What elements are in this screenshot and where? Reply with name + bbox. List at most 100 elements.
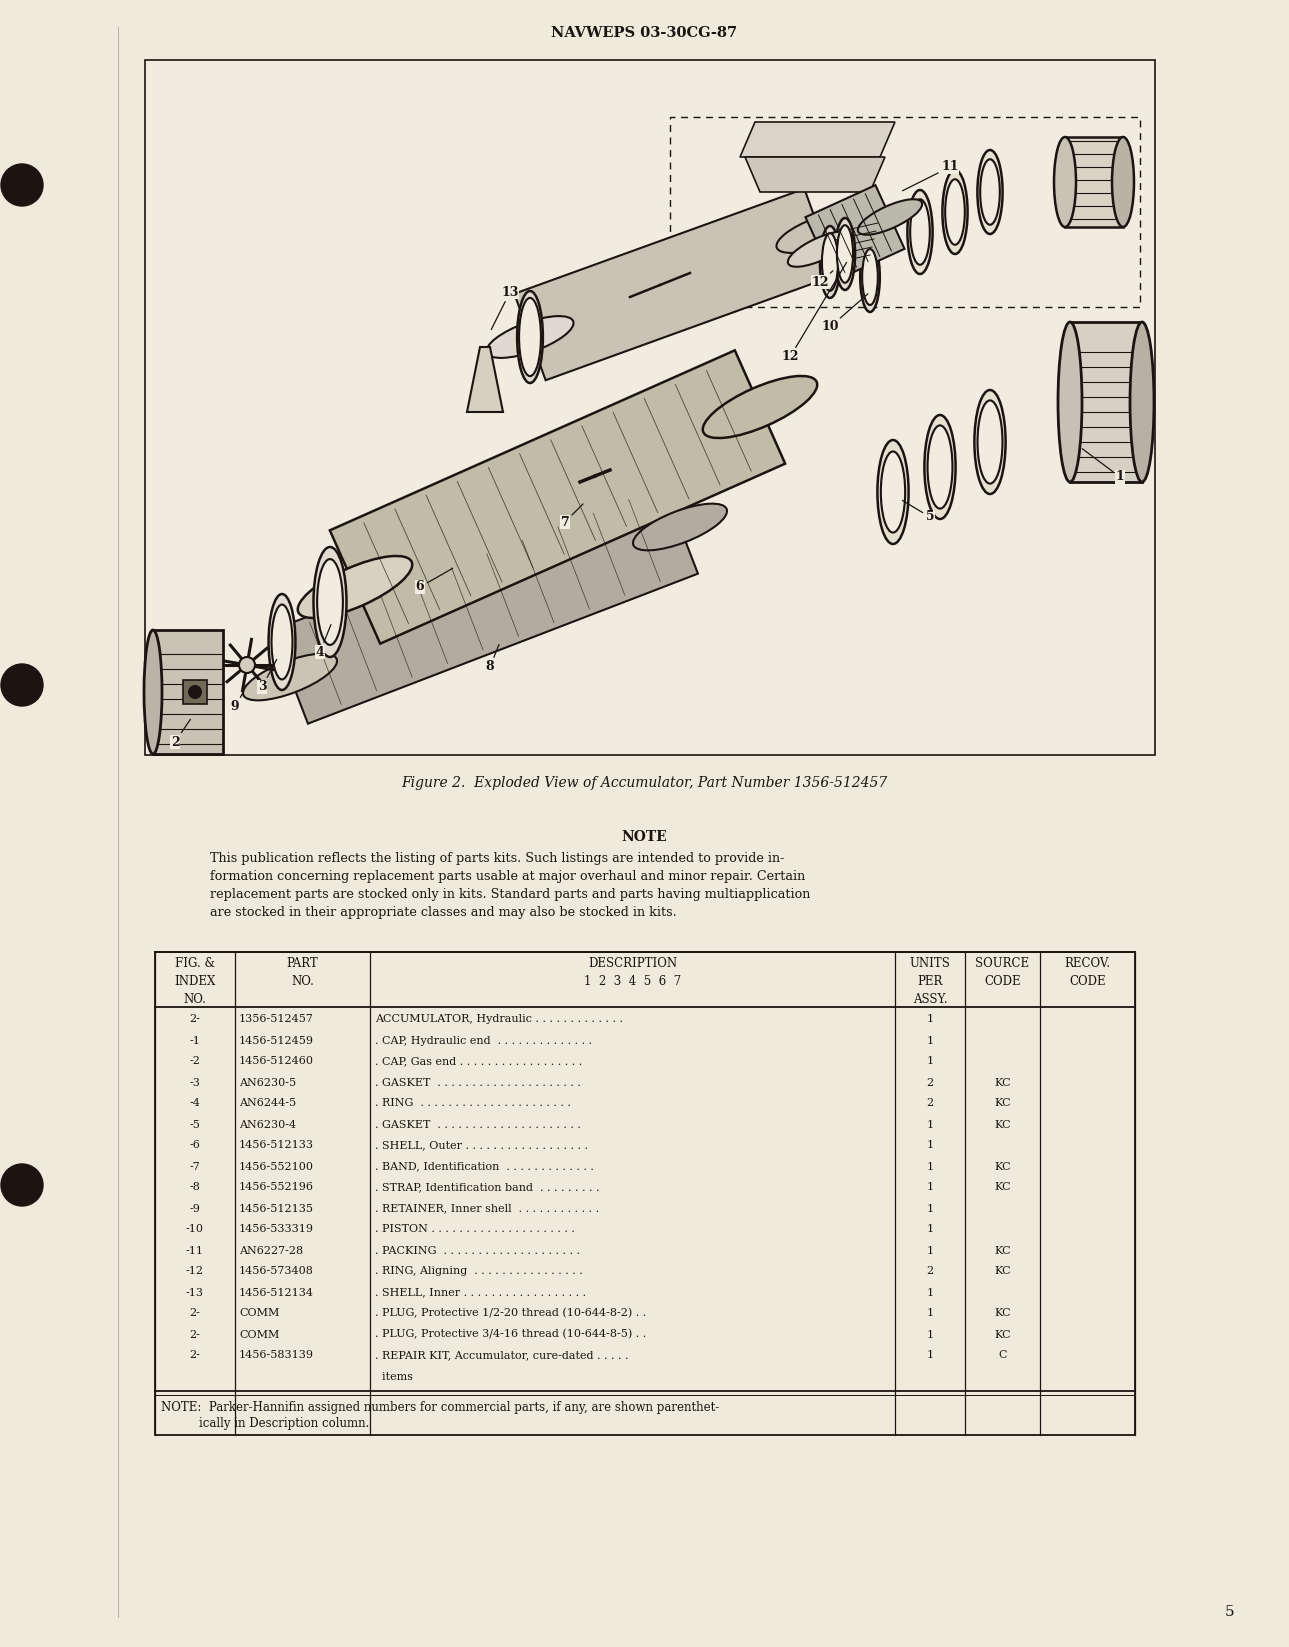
Text: 9: 9	[231, 692, 244, 713]
Circle shape	[238, 657, 255, 674]
Ellipse shape	[144, 631, 162, 754]
Bar	[183, 680, 208, 703]
Text: UNITS
PER
ASSY.: UNITS PER ASSY.	[910, 957, 950, 1006]
Text: KC: KC	[994, 1329, 1011, 1339]
Text: -11: -11	[186, 1245, 204, 1255]
Ellipse shape	[974, 390, 1005, 494]
Polygon shape	[745, 156, 886, 193]
Circle shape	[1, 664, 43, 707]
Text: 1: 1	[927, 1183, 933, 1192]
Text: -8: -8	[189, 1183, 200, 1192]
Text: 1456-512460: 1456-512460	[238, 1056, 315, 1067]
Ellipse shape	[1112, 137, 1134, 227]
Text: 1: 1	[927, 1204, 933, 1214]
Text: 2: 2	[927, 1099, 933, 1108]
Text: RECOV.
CODE: RECOV. CODE	[1065, 957, 1111, 988]
Text: KC: KC	[994, 1161, 1011, 1171]
Ellipse shape	[907, 189, 933, 273]
Polygon shape	[806, 184, 905, 282]
Ellipse shape	[924, 415, 955, 519]
Text: -6: -6	[189, 1140, 200, 1151]
Text: KC: KC	[994, 1245, 1011, 1255]
Ellipse shape	[1058, 323, 1081, 483]
Text: -7: -7	[189, 1161, 200, 1171]
Text: AN6230-4: AN6230-4	[238, 1120, 296, 1130]
Text: 10: 10	[821, 293, 867, 333]
Polygon shape	[1065, 137, 1123, 227]
Text: 13: 13	[491, 285, 518, 329]
Text: ically in Description column.: ically in Description column.	[199, 1416, 370, 1430]
Text: KC: KC	[994, 1183, 1011, 1192]
Text: . SHELL, Outer . . . . . . . . . . . . . . . . . .: . SHELL, Outer . . . . . . . . . . . . .…	[375, 1140, 588, 1151]
Text: . RING, Aligning  . . . . . . . . . . . . . . . .: . RING, Aligning . . . . . . . . . . . .…	[375, 1267, 583, 1276]
Circle shape	[1, 165, 43, 206]
Text: . PISTON . . . . . . . . . . . . . . . . . . . . .: . PISTON . . . . . . . . . . . . . . . .…	[375, 1224, 575, 1235]
Text: 1: 1	[1083, 448, 1124, 484]
Text: 1456-512135: 1456-512135	[238, 1204, 315, 1214]
Text: NOTE: NOTE	[621, 830, 666, 843]
Text: ACCUMULATOR, Hydraulic . . . . . . . . . . . . .: ACCUMULATOR, Hydraulic . . . . . . . . .…	[375, 1015, 623, 1024]
Text: Figure 2.  Exploded View of Accumulator, Part Number 1356-512457: Figure 2. Exploded View of Accumulator, …	[401, 776, 887, 791]
Polygon shape	[740, 122, 895, 156]
Ellipse shape	[860, 242, 880, 311]
Text: 2-: 2-	[189, 1308, 200, 1319]
Text: -10: -10	[186, 1224, 204, 1235]
Text: 1: 1	[927, 1308, 933, 1319]
Text: 1: 1	[927, 1036, 933, 1046]
Text: . STRAP, Identification band  . . . . . . . . .: . STRAP, Identification band . . . . . .…	[375, 1183, 599, 1192]
Bar	[155, 952, 1136, 1435]
Text: FIG. &
INDEX
NO.: FIG. & INDEX NO.	[174, 957, 215, 1006]
Ellipse shape	[633, 504, 727, 550]
Ellipse shape	[268, 595, 295, 690]
Text: 1: 1	[927, 1329, 933, 1339]
Text: . SHELL, Inner . . . . . . . . . . . . . . . . . .: . SHELL, Inner . . . . . . . . . . . . .…	[375, 1288, 586, 1298]
Ellipse shape	[820, 226, 840, 298]
Text: 12: 12	[781, 262, 847, 364]
Text: . GASKET  . . . . . . . . . . . . . . . . . . . . .: . GASKET . . . . . . . . . . . . . . . .…	[375, 1077, 581, 1087]
Ellipse shape	[703, 376, 817, 438]
Ellipse shape	[977, 400, 1003, 484]
Text: 1: 1	[927, 1351, 933, 1360]
Text: -13: -13	[186, 1288, 204, 1298]
Text: 1356-512457: 1356-512457	[238, 1015, 315, 1024]
Text: 2: 2	[927, 1077, 933, 1087]
Text: COMM: COMM	[238, 1329, 280, 1339]
Text: 1456-512133: 1456-512133	[238, 1140, 315, 1151]
Text: COMM: COMM	[238, 1308, 280, 1319]
Text: . CAP, Gas end . . . . . . . . . . . . . . . . . .: . CAP, Gas end . . . . . . . . . . . . .…	[375, 1056, 583, 1067]
Ellipse shape	[486, 316, 574, 357]
Text: 1: 1	[927, 1288, 933, 1298]
Text: 1: 1	[927, 1140, 933, 1151]
Text: 1: 1	[927, 1245, 933, 1255]
Text: 1: 1	[927, 1161, 933, 1171]
Text: -12: -12	[186, 1267, 204, 1276]
Ellipse shape	[776, 211, 864, 254]
Text: SOURCE
CODE: SOURCE CODE	[976, 957, 1030, 988]
Text: -3: -3	[189, 1077, 200, 1087]
Text: 4: 4	[316, 624, 331, 659]
Text: 1456-552196: 1456-552196	[238, 1183, 315, 1192]
Ellipse shape	[862, 249, 878, 305]
Text: 3: 3	[258, 659, 277, 693]
Ellipse shape	[1130, 323, 1154, 483]
Text: 5: 5	[902, 501, 935, 524]
Text: 1456-552100: 1456-552100	[238, 1161, 315, 1171]
Text: items: items	[375, 1372, 412, 1382]
Text: 2: 2	[170, 720, 191, 748]
Ellipse shape	[880, 451, 905, 532]
Text: -2: -2	[189, 1056, 200, 1067]
Ellipse shape	[244, 654, 336, 700]
Ellipse shape	[858, 199, 922, 236]
Text: KC: KC	[994, 1077, 1011, 1087]
Ellipse shape	[977, 150, 1003, 234]
Ellipse shape	[835, 217, 855, 290]
Polygon shape	[1070, 323, 1142, 483]
Text: -1: -1	[189, 1036, 200, 1046]
Text: . REPAIR KIT, Accumulator, cure-dated . . . . .: . REPAIR KIT, Accumulator, cure-dated . …	[375, 1351, 629, 1360]
Polygon shape	[467, 348, 503, 412]
Text: AN6230-5: AN6230-5	[238, 1077, 296, 1087]
Text: KC: KC	[994, 1120, 1011, 1130]
Text: replacement parts are stocked only in kits. Standard parts and parts having mult: replacement parts are stocked only in ki…	[210, 888, 811, 901]
Text: . RING  . . . . . . . . . . . . . . . . . . . . . .: . RING . . . . . . . . . . . . . . . . .…	[375, 1099, 571, 1108]
Text: . RETAINER, Inner shell  . . . . . . . . . . . .: . RETAINER, Inner shell . . . . . . . . …	[375, 1204, 599, 1214]
